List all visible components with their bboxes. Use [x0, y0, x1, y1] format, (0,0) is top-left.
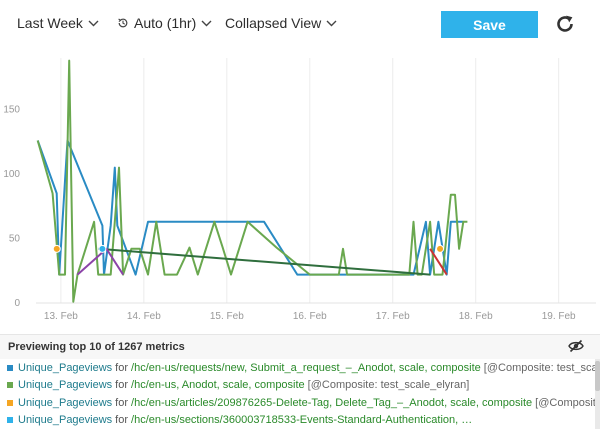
legend-row[interactable]: Unique_Pageviews for/hc/en-us/sections/36…: [0, 412, 595, 429]
chevron-down-icon: [326, 20, 337, 26]
x-tick-label: 13. Feb: [44, 311, 78, 322]
metric-dimensions: /hc/en-us/sections/360003718533-Events-S…: [131, 414, 473, 427]
view-mode-label: Collapsed View: [225, 15, 322, 31]
chart-canvas: 13. Feb 14. Feb 15. Feb 16. Feb 17. Feb 18. F…: [3, 58, 596, 322]
metric-name: Unique_Pageviews: [18, 379, 113, 392]
scrollbar-thumb[interactable]: [595, 361, 600, 391]
series-line-3[interactable]: [98, 247, 431, 276]
history-icon: [118, 18, 128, 28]
x-tick-label: 16. Feb: [293, 311, 327, 322]
metric-dimensions: /hc/en-us/articles/209876265-Delete-Tag,…: [131, 396, 533, 409]
series-point-marker[interactable]: [52, 244, 61, 253]
metric-name: Unique_Pageviews: [18, 361, 113, 374]
series-line-5[interactable]: [429, 248, 448, 276]
chevron-down-icon: [88, 20, 99, 26]
view-mode-dropdown[interactable]: Collapsed View: [225, 15, 337, 31]
metrics-chart: 13. Feb 14. Feb 15. Feb 16. Feb 17. Feb 18. F…: [0, 48, 600, 328]
y-tick-label: 100: [3, 169, 20, 180]
series-color-swatch: [7, 382, 13, 389]
for-label: for: [115, 414, 129, 427]
chevron-down-icon: [201, 20, 212, 26]
y-tick-label: 50: [9, 234, 21, 245]
legend-row[interactable]: Unique_Pageviews for/hc/en-us/articles/20…: [0, 394, 595, 412]
for-label: for: [115, 396, 129, 409]
legend-scrollbar[interactable]: [595, 359, 600, 429]
composite-label: [@Composite:…: [535, 396, 595, 409]
series-point-marker[interactable]: [98, 244, 107, 253]
series-color-swatch: [7, 364, 13, 371]
resolution-label: Auto (1hr): [134, 15, 197, 31]
y-tick-label: 150: [3, 105, 20, 116]
composite-label: [@Composite: test_scale_elyran]: [307, 379, 470, 392]
for-label: for: [115, 361, 129, 374]
save-button[interactable]: Save: [441, 11, 538, 38]
x-tick-label: 19. Feb: [542, 311, 576, 322]
metric-dimensions: /hc/en-us/requests/new, Submit_a_request…: [131, 361, 481, 374]
resolution-dropdown[interactable]: Auto (1hr): [117, 15, 212, 31]
series-line-4[interactable]: [76, 247, 124, 276]
metric-name: Unique_Pageviews: [18, 396, 113, 409]
legend-panel: Previewing top 10 of 1267 metrics Unique…: [0, 334, 600, 429]
for-label: for: [115, 379, 129, 392]
x-tick-label: 14. Feb: [127, 311, 161, 322]
metric-name: Unique_Pageviews: [18, 414, 113, 427]
toolbar: Last Week Auto (1hr) Collapsed View Save: [0, 0, 600, 48]
legend-row[interactable]: Unique_Pageviews for/hc/en-us, Anodot, sc…: [0, 377, 595, 395]
metric-dimensions: /hc/en-us, Anodot, scale, composite: [131, 379, 305, 392]
composite-label: [@Composite: test_scale_…: [483, 361, 595, 374]
time-range-label: Last Week: [17, 15, 83, 31]
x-tick-label: 17. Feb: [376, 311, 410, 322]
series-color-swatch: [7, 417, 13, 424]
series-color-swatch: [7, 399, 13, 406]
series-line-2[interactable]: [36, 59, 468, 303]
legend-header: Previewing top 10 of 1267 metrics: [8, 341, 185, 353]
x-tick-label: 18. Feb: [459, 311, 493, 322]
legend-row[interactable]: Unique_Pageviews for/hc/en-us/requests/ne…: [0, 359, 595, 377]
time-range-dropdown[interactable]: Last Week: [17, 15, 99, 31]
eye-slash-icon[interactable]: [568, 339, 584, 353]
series-point-marker[interactable]: [436, 244, 445, 253]
y-tick-label: 0: [14, 298, 20, 309]
legend-list: Unique_Pageviews for/hc/en-us/requests/ne…: [0, 359, 595, 429]
x-tick-label: 15. Feb: [210, 311, 244, 322]
refresh-icon[interactable]: [554, 13, 576, 35]
